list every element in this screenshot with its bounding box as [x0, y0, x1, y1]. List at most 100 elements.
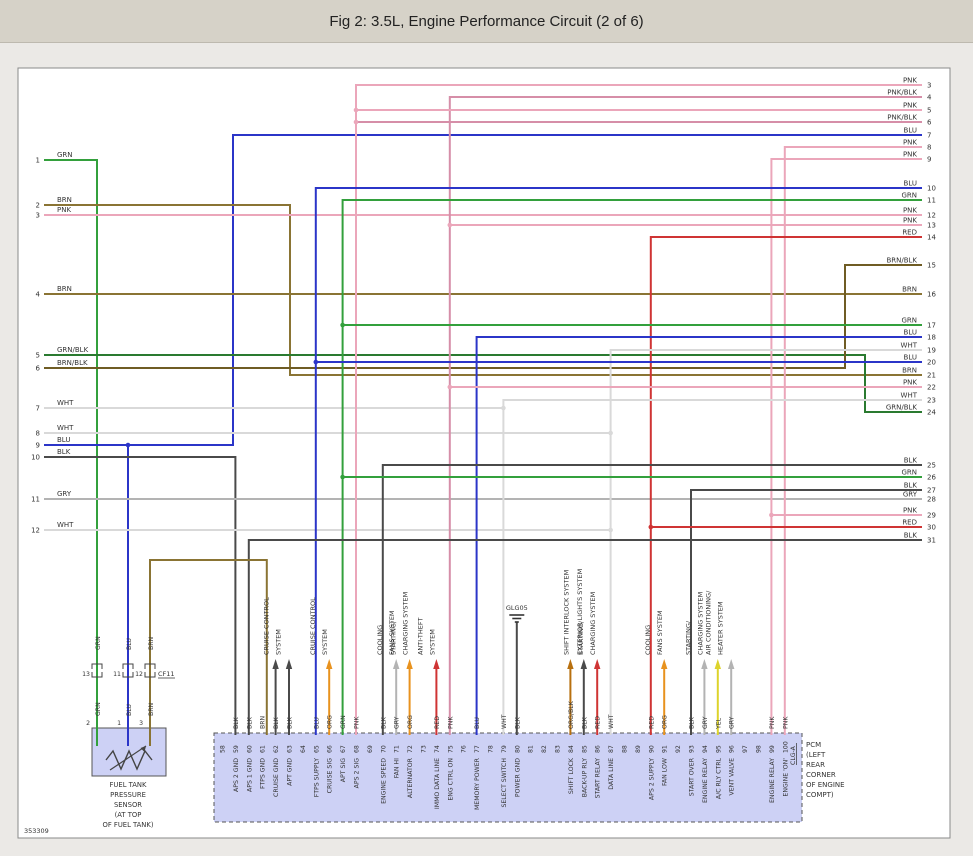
left-wire-color: PNK [57, 206, 71, 214]
sensor-label: PRESSURE [110, 791, 146, 799]
pcm-connector-box [213, 732, 803, 823]
pcm-pin-number: 62 [273, 745, 280, 753]
right-wire-number: 26 [927, 474, 936, 482]
left-wire-number: 3 [36, 212, 40, 220]
pcm-pin-label: SELECT SWITCH [501, 758, 508, 808]
pcm-pin-label: APS 2 SIG [354, 758, 361, 789]
figure-number: 353309 [24, 827, 49, 835]
arrow-up-icon [701, 659, 708, 669]
wire-junction [353, 119, 359, 125]
left-wire-number: 4 [36, 291, 41, 299]
left-wire-number: 1 [36, 157, 40, 165]
right-wire-number: 13 [927, 222, 936, 230]
pcm-pin-number: 77 [474, 745, 481, 753]
right-wire-color: PNK/BLK [887, 114, 917, 122]
pcm-wire-color: PNK [769, 716, 776, 729]
wire-grn [341, 199, 922, 735]
arrow-up-icon [661, 659, 668, 669]
connector-half-icon [91, 672, 103, 678]
pcm-pin-label: ENGINE RELAY [769, 758, 776, 803]
pcm-pin-number: 91 [662, 745, 669, 753]
right-wire-number: 16 [927, 291, 936, 299]
right-wire-color: WHT [901, 342, 918, 350]
pcm-pin-number: 90 [648, 745, 655, 753]
wire-junction [340, 322, 345, 328]
pcm-pin-number: 68 [354, 745, 361, 753]
right-wire-color: WHT [901, 392, 918, 400]
pcm-wire-color: RED [595, 716, 602, 729]
pcm-pin-label: FTPS SUPPLY [313, 758, 320, 797]
pcm-pin-label: APS 2 GND [233, 758, 240, 792]
right-wire-color: GRY [903, 491, 918, 499]
pcm-pin-number: 72 [407, 745, 414, 753]
wire-junction [353, 107, 359, 113]
pcm-wire-color: BLK [689, 716, 696, 729]
cf11-wire-color: BRN [148, 636, 155, 650]
wire-junction [313, 359, 319, 365]
right-wire-color: BLK [904, 457, 918, 465]
system-link-label: EXTERIOR LIGHTS SYSTEM [576, 569, 584, 655]
pcm-pin-number: 98 [756, 745, 763, 753]
system-link-label: STARTING/ [684, 620, 692, 655]
pcm-pin-number: 75 [447, 745, 454, 753]
right-wire-number: 21 [927, 372, 936, 380]
wire-pnk-blk [448, 96, 922, 735]
right-wire-color: BRN [902, 286, 917, 294]
arrow-up-icon [393, 659, 400, 669]
wire-junction [340, 474, 345, 480]
pcm-wire-color: BLU [313, 717, 320, 729]
arrow-up-icon [326, 659, 333, 669]
left-wire-color: BLU [57, 436, 70, 444]
right-wire-color: PNK [903, 139, 917, 147]
pcm-pin-number: 58 [220, 745, 227, 753]
right-wire-number: 11 [927, 197, 936, 205]
system-link-label: COOLING [644, 625, 652, 655]
left-wire-color: BRN [57, 196, 72, 204]
left-wire-number: 12 [31, 527, 40, 535]
system-link-label: ANTI-THEFT [416, 617, 424, 655]
left-wire-color: GRN [57, 151, 73, 159]
left-wire-color: GRY [57, 490, 72, 498]
right-wire-number: 10 [927, 185, 936, 193]
pcm-pin-label: IMMO DATA LINE [434, 758, 441, 809]
pcm-pin-number: 86 [595, 745, 602, 753]
arrow-up-icon [433, 659, 440, 669]
pcm-wire-color: WHT [608, 714, 615, 729]
right-wire-number: 9 [927, 156, 931, 164]
right-wire-color: GRN [901, 192, 917, 200]
system-link-label: CRUISE CONTROL [262, 597, 270, 655]
right-wire-color: GRN [901, 317, 917, 325]
left-wire-number: 5 [36, 352, 40, 360]
pcm-pin-number: 65 [313, 745, 320, 753]
pcm-wire-color: BLK [514, 716, 521, 729]
left-wire-color: WHT [57, 521, 74, 529]
right-wire-number: 24 [927, 409, 936, 417]
wire-brn [149, 559, 268, 735]
pcm-wire-color: RED [648, 716, 655, 729]
left-wire-color: BRN/BLK [57, 359, 88, 367]
wire-brn [44, 204, 922, 376]
left-wire-number: 6 [36, 365, 41, 373]
pcm-pin-label: CRUISE GND [273, 758, 280, 797]
right-wire-color: BLK [904, 482, 918, 490]
sensor-pin-number: 2 [86, 720, 90, 727]
pcm-pin-number: 71 [394, 745, 401, 753]
pcm-pin-number: 74 [434, 745, 441, 753]
wire-pnk [770, 158, 922, 735]
left-wire-color: BRN [57, 285, 72, 293]
pcm-pin-label: A/C RLY CTRL [715, 757, 722, 799]
pcm-wire-color: RED [434, 716, 441, 729]
pcm-wire-color: GRY [394, 716, 401, 729]
system-link-label: SYSTEM [274, 629, 282, 655]
system-link-label: CRUISE CONTROL [309, 597, 317, 655]
pcm-pin-label: START OVER [689, 757, 696, 796]
left-wire-color: GRN/BLK [57, 346, 89, 354]
resistor-arrow-icon [109, 745, 147, 771]
system-link-label: STARTING/ [390, 620, 398, 655]
right-wire-number: 17 [927, 322, 936, 330]
arrow-up-icon [567, 659, 574, 669]
pcm-location-text: REAR [806, 761, 825, 769]
pcm-pin-number: 83 [555, 745, 562, 753]
